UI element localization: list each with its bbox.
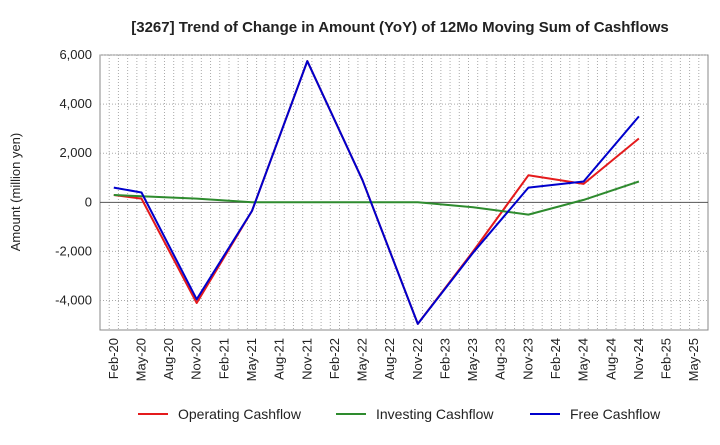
x-tick-label: Nov-24 [631,338,646,380]
x-tick-label: Feb-24 [548,338,563,379]
x-tick-label: May-21 [244,338,259,381]
grid [99,54,709,331]
series-layer [113,60,640,325]
legend: Operating Cashflow Investing Cashflow Free… [138,406,661,422]
x-tick-label: Nov-20 [189,338,204,380]
axes: 6,000 4,000 2,000 0 -2,000 -4,000 Feb-20 May-20… [55,47,701,381]
x-tick-label: May-22 [355,338,370,381]
x-tick-label: May-25 [686,338,701,381]
y-tick-label: 0 [85,194,92,209]
legend-label: Investing Cashflow [376,406,494,422]
y-tick-label: 2,000 [59,145,92,160]
y-tick-label: 6,000 [59,47,92,62]
x-tick-label: Nov-21 [299,338,314,380]
x-tick-label: May-24 [576,338,591,381]
y-tick-label: -4,000 [55,293,92,308]
x-tick-label: Feb-21 [216,338,231,379]
x-tick-label: Feb-22 [327,338,342,379]
x-tick-label: May-20 [133,338,148,381]
x-tick-label: Nov-22 [410,338,425,380]
x-tick-label: Feb-25 [659,338,674,379]
y-tick-label: -2,000 [55,243,92,258]
x-tick-label: Feb-23 [437,338,452,379]
x-tick-label: Aug-24 [603,338,618,380]
x-tick-label: Aug-22 [382,338,397,380]
legend-label: Operating Cashflow [178,406,302,422]
x-tick-label: Nov-23 [520,338,535,380]
x-tick-label: Aug-21 [272,338,287,380]
chart-title: [3267] Trend of Change in Amount (YoY) o… [131,19,669,36]
series-line-investing-cashflow [113,180,640,216]
y-tick-label: 4,000 [59,96,92,111]
x-tick-label: May-23 [465,338,480,381]
x-tick-label: Aug-20 [161,338,176,380]
y-axis-label: Amount (million yen) [8,133,23,252]
series-line-free-cashflow [113,60,640,325]
legend-label: Free Cashflow [570,406,661,422]
x-tick-label: Feb-20 [106,338,121,379]
x-tick-label: Aug-23 [493,338,508,380]
